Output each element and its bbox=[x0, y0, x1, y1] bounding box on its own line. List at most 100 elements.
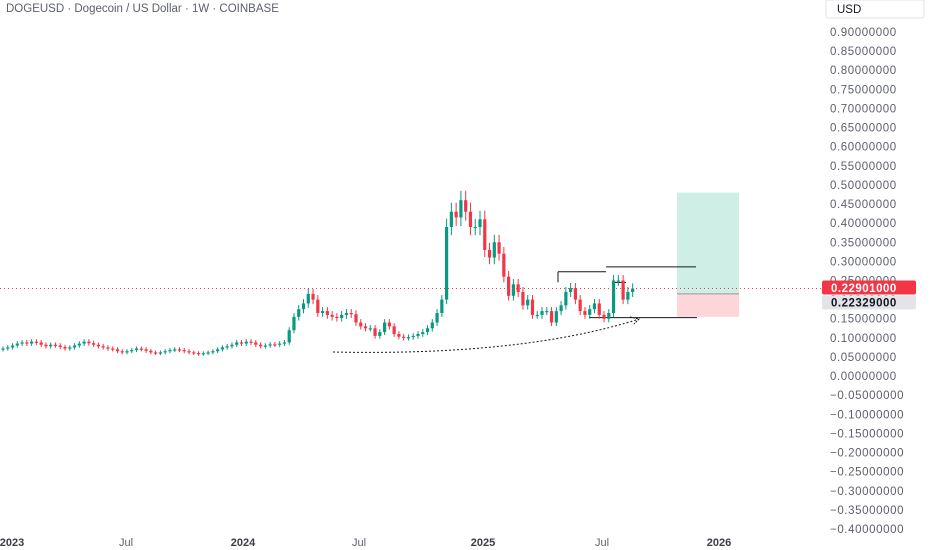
candle-body bbox=[392, 326, 396, 335]
candle bbox=[77, 341, 81, 348]
price-tick-label: 0.50000000 bbox=[830, 180, 897, 192]
entry-price-tag bbox=[822, 295, 916, 310]
stop-zone[interactable] bbox=[677, 293, 739, 317]
candle-body bbox=[68, 347, 72, 349]
candle-body bbox=[101, 346, 105, 348]
price-tick-label: −0.05000000 bbox=[830, 390, 904, 402]
candle bbox=[196, 351, 201, 356]
price-tags: 0.22901000 0.22329000 bbox=[822, 280, 916, 310]
time-tick-label: Jul bbox=[352, 537, 366, 549]
candle-body bbox=[549, 311, 554, 323]
support-arc[interactable] bbox=[332, 319, 637, 353]
candle-body bbox=[201, 353, 205, 355]
candle-body bbox=[58, 345, 62, 348]
candle-body bbox=[182, 350, 186, 352]
price-tick-label: −0.40000000 bbox=[830, 524, 904, 536]
candle-body bbox=[120, 351, 124, 353]
candle-body bbox=[435, 312, 439, 323]
price-tick-label: 0.65000000 bbox=[830, 123, 897, 135]
candle bbox=[120, 349, 124, 355]
currency-label[interactable]: USD bbox=[837, 4, 861, 16]
candle bbox=[354, 310, 358, 326]
candle-body bbox=[497, 242, 501, 254]
candle-body bbox=[387, 322, 391, 327]
candle-body bbox=[268, 344, 272, 346]
candle bbox=[616, 274, 620, 287]
candle-body bbox=[535, 314, 539, 317]
target-zone[interactable] bbox=[677, 192, 739, 294]
candle bbox=[497, 234, 501, 261]
price-tick-label: −0.25000000 bbox=[830, 467, 904, 479]
candle bbox=[526, 295, 530, 310]
candle bbox=[335, 313, 339, 322]
candle-body bbox=[607, 312, 611, 319]
candle-body bbox=[330, 314, 334, 317]
candle-body bbox=[583, 311, 587, 315]
candle-body bbox=[282, 342, 287, 344]
candle bbox=[125, 349, 129, 355]
candle-body bbox=[363, 326, 368, 329]
candle-body bbox=[115, 349, 120, 352]
candle-body bbox=[82, 341, 86, 344]
candle-body bbox=[430, 322, 434, 329]
candle bbox=[63, 344, 67, 351]
candle-body bbox=[311, 293, 315, 300]
candle-body bbox=[473, 226, 477, 229]
candle-body bbox=[421, 332, 425, 335]
candle bbox=[106, 345, 110, 351]
candle-body bbox=[573, 288, 577, 300]
candle-body bbox=[72, 345, 77, 348]
candle-body bbox=[383, 322, 387, 333]
candle-body bbox=[521, 291, 525, 306]
time-tick-label: Jul bbox=[595, 537, 609, 549]
candle bbox=[373, 325, 377, 339]
candle bbox=[416, 331, 420, 339]
price-tick-label: 0.80000000 bbox=[830, 65, 897, 77]
time-tick-label: 2024 bbox=[231, 537, 256, 549]
candle bbox=[464, 190, 468, 221]
candle bbox=[363, 323, 368, 332]
candle bbox=[201, 351, 205, 356]
price-tick-label: 0.40000000 bbox=[830, 218, 897, 230]
candle bbox=[273, 341, 277, 348]
candle bbox=[325, 307, 329, 319]
candle bbox=[387, 319, 391, 330]
time-tick-label: 2023 bbox=[0, 537, 24, 549]
candle-body bbox=[559, 305, 563, 312]
candle bbox=[168, 348, 172, 354]
currency-button[interactable]: USD bbox=[825, 0, 925, 19]
candle bbox=[359, 319, 363, 330]
candle bbox=[177, 347, 182, 353]
candle bbox=[263, 343, 267, 349]
candle bbox=[258, 342, 263, 349]
candle bbox=[92, 340, 96, 348]
candle-body bbox=[616, 280, 620, 282]
candle bbox=[549, 307, 554, 326]
candle bbox=[621, 274, 625, 305]
candle-body bbox=[478, 219, 482, 227]
time-axis[interactable]: 2023 Jul 2024 Jul 2025 Jul 2026 bbox=[0, 537, 731, 549]
candle bbox=[445, 218, 449, 305]
currency-button-bg[interactable] bbox=[825, 0, 925, 19]
candle bbox=[430, 319, 434, 332]
candle bbox=[287, 327, 291, 345]
candle bbox=[225, 344, 229, 350]
candle bbox=[58, 343, 62, 350]
candle bbox=[392, 323, 396, 337]
price-tick-label: 0.75000000 bbox=[830, 84, 897, 96]
candle bbox=[320, 307, 325, 317]
price-axis[interactable]: 0.90000000 0.85000000 0.80000000 0.75000000… bbox=[830, 27, 904, 536]
candle bbox=[406, 334, 411, 341]
candle-body bbox=[335, 316, 339, 319]
candle bbox=[10, 343, 15, 350]
candle-body bbox=[130, 350, 134, 352]
candle bbox=[244, 339, 248, 346]
candle bbox=[25, 339, 29, 346]
candle bbox=[306, 289, 310, 308]
candle bbox=[149, 348, 153, 355]
candle bbox=[578, 295, 582, 316]
price-tick-label: 0.60000000 bbox=[830, 142, 897, 154]
candle-body bbox=[425, 328, 430, 333]
